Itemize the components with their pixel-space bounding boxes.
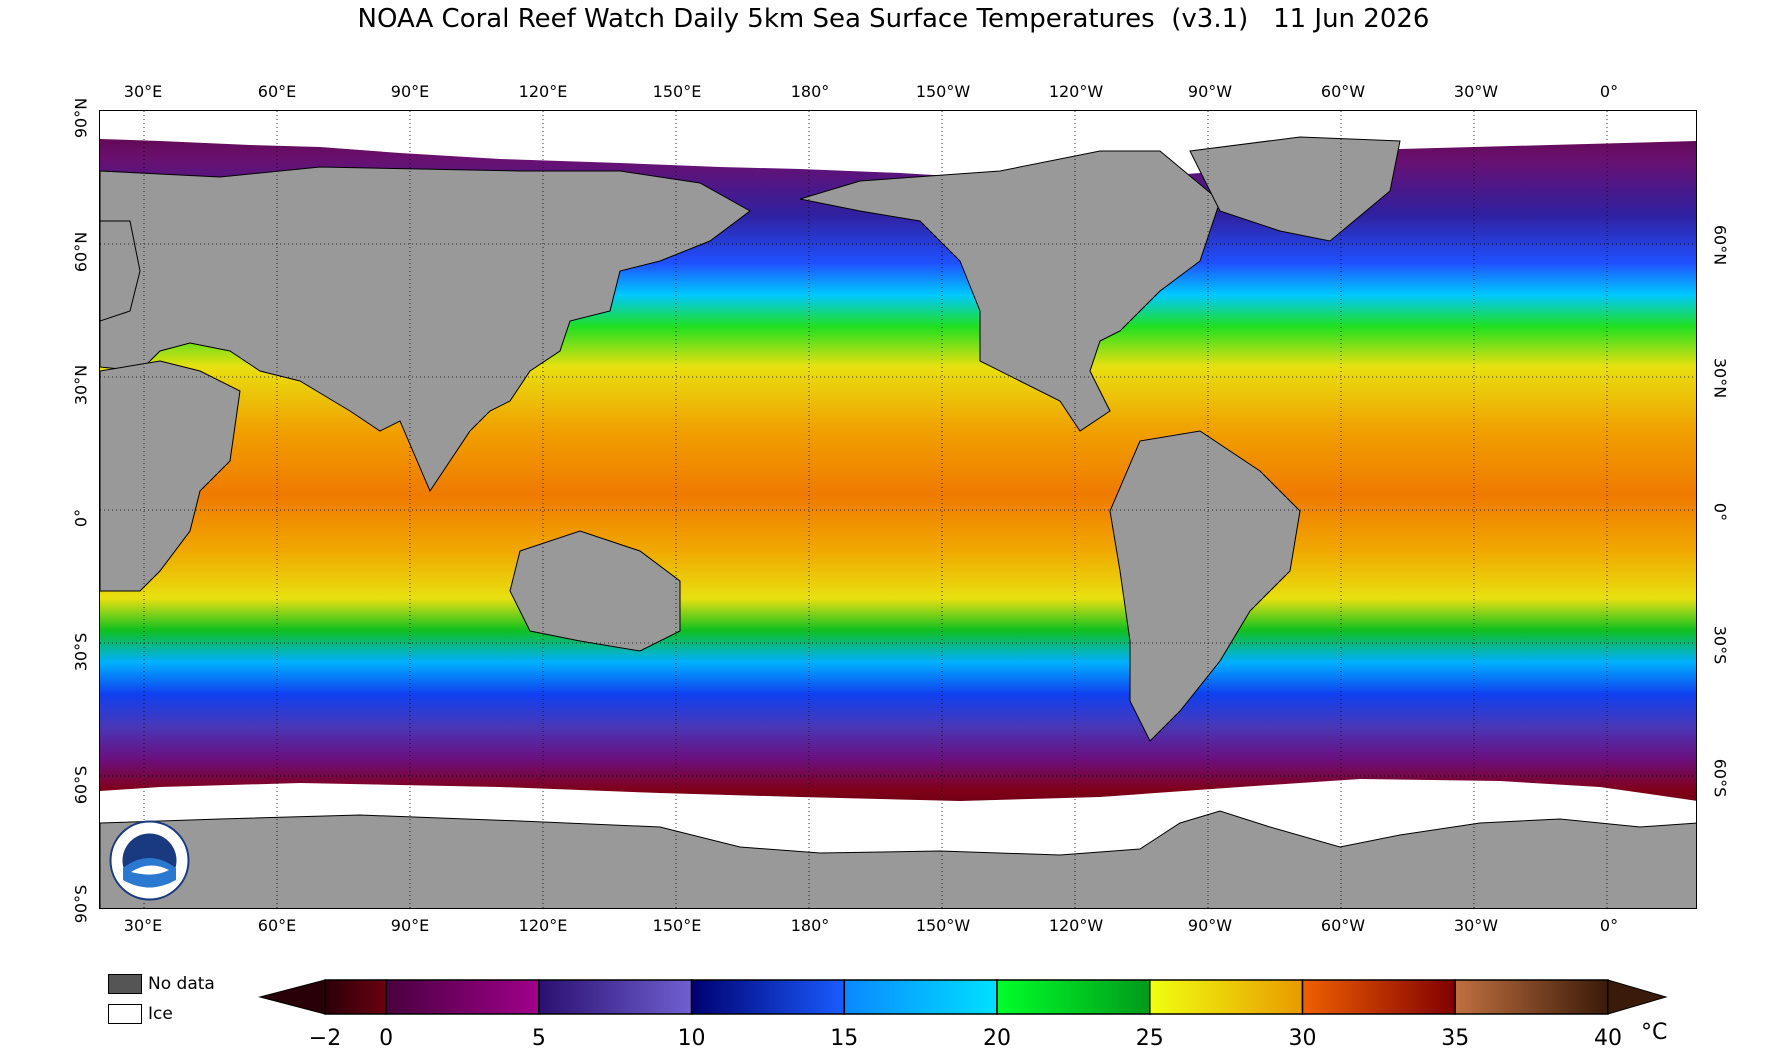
- lat-label-left-6: 90°S: [71, 884, 91, 924]
- lon-label-bottom-5: 180°: [790, 916, 830, 935]
- colorbar-band-6: [1149, 979, 1304, 1015]
- lon-label-bottom-7: 120°W: [1048, 916, 1104, 935]
- colorbar-tick-9: 40: [1594, 1026, 1622, 1051]
- colorbar-band-5: [996, 979, 1151, 1015]
- south-america-land: [1109, 430, 1301, 742]
- colorbar-tick-2: 5: [531, 1026, 546, 1051]
- africa-land: [100, 360, 241, 592]
- lon-label-bottom-6: 150°W: [915, 916, 971, 935]
- lat-label-right-1: 30°N: [1710, 357, 1730, 399]
- lon-label-top-7: 120°W: [1048, 82, 1104, 101]
- colorbar-band-4: [843, 979, 998, 1015]
- ice-label: Ice: [148, 1004, 173, 1024]
- colorbar-band-7: [1301, 979, 1457, 1015]
- page-title: NOAA Coral Reef Watch Daily 5km Sea Surf…: [357, 4, 1430, 34]
- lat-label-left-5: 60°S: [71, 765, 91, 805]
- lon-label-top-1: 60°E: [257, 82, 297, 101]
- lon-label-bottom-8: 90°W: [1187, 916, 1233, 935]
- lat-label-right-0: 60°N: [1710, 224, 1730, 266]
- colorbar-band-2: [538, 979, 693, 1015]
- colorbar-band-0: [324, 979, 387, 1015]
- lon-label-top-3: 120°E: [518, 82, 568, 101]
- lon-label-top-5: 180°: [790, 82, 830, 101]
- no-data-swatch: [108, 974, 142, 994]
- lon-label-top-2: 90°E: [390, 82, 430, 101]
- lon-label-bottom-2: 90°E: [390, 916, 430, 935]
- colorbar-unit: °C: [1641, 1020, 1668, 1045]
- colorbar-tick-4: 15: [830, 1026, 859, 1051]
- colorbar-min-extend: [258, 979, 326, 1015]
- lon-label-bottom-1: 60°E: [257, 916, 297, 935]
- colorbar-band-1: [385, 979, 540, 1015]
- lon-label-bottom-10: 30°W: [1453, 916, 1499, 935]
- temperature-colorbar: [258, 979, 1668, 1015]
- lon-label-bottom-3: 120°E: [518, 916, 568, 935]
- sst-map-svg: [100, 111, 1696, 908]
- australia-land: [509, 530, 681, 652]
- no-data-label: No data: [148, 974, 215, 994]
- lon-label-top-8: 90°W: [1187, 82, 1233, 101]
- colorbar-tick-8: 35: [1441, 1026, 1470, 1051]
- lon-label-bottom-11: 0°: [1599, 916, 1619, 935]
- lat-label-right-4: 60°S: [1710, 758, 1730, 798]
- lon-label-bottom-4: 150°E: [652, 916, 702, 935]
- lat-label-left-1: 60°N: [71, 231, 91, 273]
- colorbar-tick-6: 25: [1135, 1026, 1164, 1051]
- colorbar-tick-0: −2: [308, 1026, 342, 1051]
- lat-label-left-2: 30°N: [71, 364, 91, 406]
- arctic-ice: [100, 111, 1696, 181]
- eurasia-africa-land: [100, 166, 751, 493]
- lon-label-bottom-0: 30°E: [123, 916, 163, 935]
- noaa-logo: [109, 820, 190, 901]
- lon-label-top-9: 60°W: [1320, 82, 1366, 101]
- sst-map[interactable]: [99, 110, 1697, 909]
- lon-label-bottom-9: 60°W: [1320, 916, 1366, 935]
- colorbar-tick-3: 10: [677, 1026, 706, 1051]
- lat-label-right-3: 30°S: [1710, 625, 1730, 665]
- lat-label-left-0: 90°N: [71, 97, 91, 139]
- lon-label-top-0: 30°E: [123, 82, 163, 101]
- colorbar-band-3: [690, 979, 846, 1015]
- colorbar-tick-1: 0: [379, 1026, 394, 1051]
- lon-label-top-11: 0°: [1599, 82, 1619, 101]
- lat-label-left-4: 30°S: [71, 632, 91, 672]
- colorbar-max-extend: [1607, 979, 1668, 1015]
- colorbar-tick-7: 30: [1288, 1026, 1317, 1051]
- north-america-land: [799, 150, 1221, 432]
- colorbar-band-8: [1454, 979, 1609, 1015]
- greenland-land: [1189, 136, 1401, 242]
- lon-label-top-4: 150°E: [652, 82, 702, 101]
- lon-label-top-10: 30°W: [1453, 82, 1499, 101]
- antarctica-land: [100, 810, 1696, 908]
- lat-label-left-3: 0°: [71, 508, 91, 528]
- ice-swatch: [108, 1004, 142, 1024]
- lat-label-right-2: 0°: [1710, 502, 1730, 522]
- lon-label-top-6: 150°W: [915, 82, 971, 101]
- colorbar-tick-5: 20: [983, 1026, 1012, 1051]
